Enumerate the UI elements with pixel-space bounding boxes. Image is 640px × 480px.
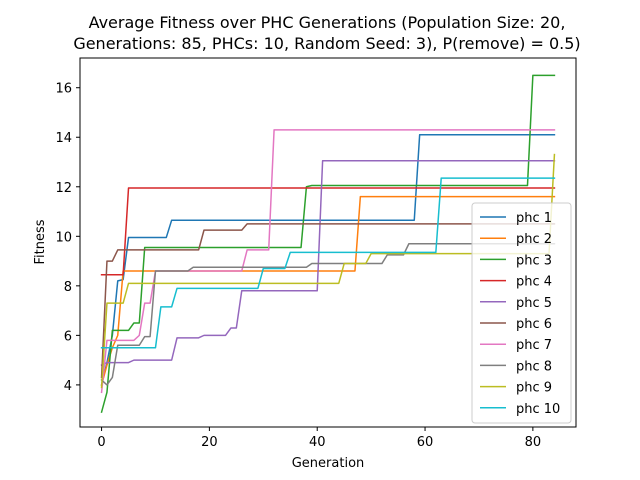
y-axis-label: Fitness bbox=[33, 219, 48, 264]
plot-frame bbox=[79, 57, 577, 428]
y-tick-label: 8 bbox=[64, 280, 72, 295]
legend-label: phc 1 bbox=[516, 211, 552, 226]
y-tick-label: 16 bbox=[55, 82, 72, 97]
legend-label: phc 5 bbox=[516, 296, 552, 311]
y-tick-label: 10 bbox=[55, 230, 72, 245]
series-line-phc-8 bbox=[100, 242, 556, 386]
legend-label: phc 8 bbox=[516, 359, 552, 374]
y-tick-label: 12 bbox=[55, 181, 72, 196]
x-tick-label: 0 bbox=[97, 435, 105, 450]
legend-label: phc 4 bbox=[516, 275, 552, 290]
legend-label: phc 3 bbox=[516, 253, 552, 268]
y-tick-label: 14 bbox=[55, 131, 72, 146]
x-axis-label: Generation bbox=[292, 456, 365, 471]
plot-lines bbox=[100, 74, 556, 414]
series-line-phc-9 bbox=[100, 153, 556, 389]
x-tick-label: 60 bbox=[417, 435, 434, 450]
chart-title-line-1: Average Fitness over PHC Generations (Po… bbox=[89, 13, 566, 32]
legend-label: phc 9 bbox=[516, 381, 552, 396]
series-line-phc-3 bbox=[100, 74, 556, 414]
legend-label: phc 7 bbox=[516, 338, 552, 353]
legend-label: phc 6 bbox=[516, 317, 552, 332]
x-tick-label: 20 bbox=[201, 435, 218, 450]
y-tick-label: 6 bbox=[64, 329, 72, 344]
x-axis-ticks: 0 20 40 60 80 bbox=[97, 427, 541, 450]
legend: phc 1 phc 2 phc 3 phc 4 phc 5 phc 6 phc 7 phc 8… bbox=[471, 202, 572, 424]
series-line-phc-10 bbox=[100, 177, 556, 349]
series-line-phc-4 bbox=[100, 187, 556, 276]
x-tick-label: 80 bbox=[525, 435, 542, 450]
series-line-phc-5 bbox=[100, 160, 556, 367]
legend-label: phc 2 bbox=[516, 232, 552, 247]
series-line-phc-6 bbox=[100, 223, 556, 379]
legend-label: phc 10 bbox=[516, 402, 560, 417]
x-tick-label: 40 bbox=[309, 435, 326, 450]
y-axis-ticks: 4 6 8 10 12 14 16 bbox=[55, 82, 80, 394]
series-line-phc-7 bbox=[100, 129, 556, 394]
chart-title-line-2: Generations: 85, PHCs: 10, Random Seed: … bbox=[73, 34, 580, 53]
y-tick-label: 4 bbox=[64, 379, 72, 394]
legend-box bbox=[471, 202, 572, 424]
